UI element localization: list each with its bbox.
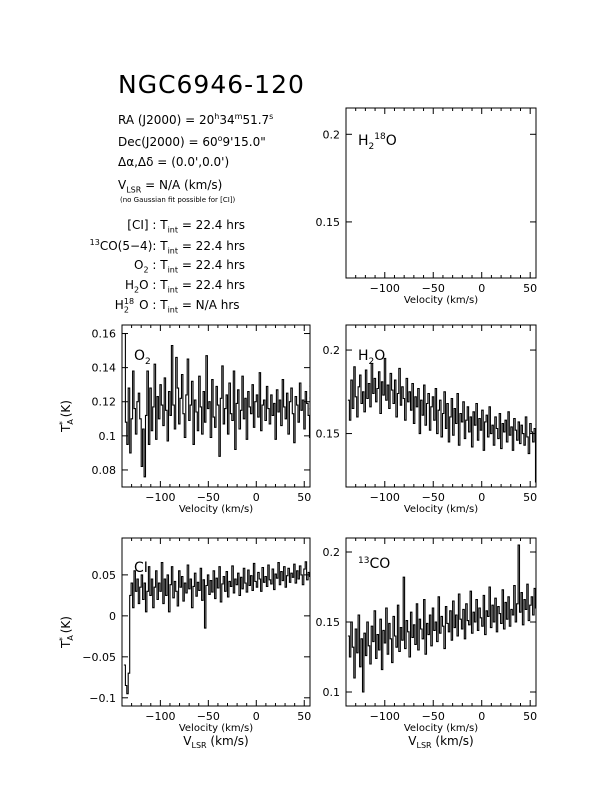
y-tick-label: −0.05: [82, 651, 116, 664]
integration-value: = 22.4 hrs: [178, 258, 246, 272]
plot-frame: [121, 537, 311, 707]
x-tick-label: −100: [370, 491, 400, 504]
x-axis-label: Velocity (km/s): [404, 723, 478, 734]
y-tick-label: 0.16: [92, 328, 117, 341]
plot-frame: [121, 324, 311, 488]
integration-line-label: [CI] : Tint: [127, 218, 178, 235]
x-axis-label: Velocity (km/s): [404, 504, 478, 515]
y-tick-label: 0.1: [323, 686, 341, 699]
x-tick-label: −100: [370, 710, 400, 723]
integration-value: = 22.4 hrs: [178, 218, 246, 232]
vlsr-label: VLSR: [118, 178, 142, 195]
integration-row: O2 : Tint = 22.4 hrs: [70, 258, 245, 275]
integration-row: [CI] : Tint = 22.4 hrs: [70, 218, 245, 235]
x-tick-label: 50: [297, 710, 311, 723]
x-tick-label: −50: [197, 710, 220, 723]
y-tick-label: 0.2: [323, 546, 341, 559]
x-axis-label-vlsr: VLSR (km/s): [183, 734, 248, 750]
panel-o2: −100 −50 0 50 0.08 0.1 0.12 0.14 0.16 Velocity (k…: [58, 324, 311, 515]
panel-h2o: −100 −50 0 50 0.15 0.2 Velocity (km/s) H2O: [316, 324, 537, 515]
x-tick-label: 50: [523, 282, 537, 295]
integration-line-label: O2 : Tint: [134, 258, 178, 275]
dec-value: 60o9'15.0": [202, 134, 266, 149]
x-tick-label: −100: [145, 491, 175, 504]
integration-line-label: 13CO(5−4): Tint: [89, 238, 178, 256]
x-tick-label: 0: [478, 710, 485, 723]
x-tick-label: −50: [422, 282, 445, 295]
x-tick-label: 0: [478, 282, 485, 295]
x-axis-label-vlsr: VLSR (km/s): [408, 734, 473, 750]
integration-row: H218 O : Tint = N/A hrs: [70, 297, 240, 315]
vlsr-value: = N/A (km/s): [145, 178, 223, 192]
page-title: NGC6946-120: [118, 70, 305, 99]
ra-value: 20h34m51.7s: [199, 112, 274, 127]
integration-value: = 22.4 hrs: [178, 278, 246, 292]
panel-h218o: −100 −50 0 50 0.15 0.2 Velocity (km/s) H218O: [316, 107, 537, 306]
plot-frame: [345, 107, 537, 279]
x-tick-label: −100: [370, 282, 400, 295]
panel-line-label: H218O: [358, 132, 397, 152]
y-tick-label: 0.05: [92, 569, 117, 582]
y-tick-label: 0.1: [99, 430, 117, 443]
fit-note: (no Gaussian fit possible for [CI]): [120, 196, 236, 204]
panel-line-label: O2: [134, 348, 151, 367]
y-tick-label: 0: [109, 610, 116, 623]
panel-ci: −100 −50 0 50 −0.1 −0.05 0 0.05 Velocity (km/s)V…: [58, 537, 311, 750]
integration-value: = N/A hrs: [178, 298, 240, 312]
panel-line-label: CI: [134, 560, 148, 576]
y-tick-label: −0.1: [89, 692, 116, 705]
y-tick-label: 0.2: [323, 344, 341, 357]
integration-value: = 22.4 hrs: [178, 239, 246, 253]
y-tick-label: 0.15: [316, 216, 341, 229]
y-tick-label: 0.15: [316, 428, 341, 441]
panel-line-label: H2O: [358, 348, 385, 367]
plot-frame: [345, 324, 537, 488]
y-tick-label: 0.08: [92, 464, 117, 477]
y-axis-label: TA* (K): [58, 400, 75, 433]
ra-label: RA (J2000) =: [118, 113, 196, 127]
y-axis-label: TA* (K): [58, 616, 75, 649]
x-tick-label: 0: [253, 710, 260, 723]
spectrum-line: [123, 561, 310, 695]
x-tick-label: 0: [253, 491, 260, 504]
ra-line: RA (J2000) = 20h34m51.7s: [118, 112, 273, 127]
x-tick-label: 0: [478, 491, 485, 504]
spectrum-line: [347, 357, 536, 483]
integration-row: 13CO(5−4): Tint = 22.4 hrs: [70, 238, 245, 256]
x-tick-label: −50: [422, 491, 445, 504]
y-tick-label: 0.12: [92, 396, 117, 409]
x-axis-label: Velocity (km/s): [404, 295, 478, 306]
vlsr-line: VLSR = N/A (km/s): [118, 178, 222, 194]
x-tick-label: −50: [197, 491, 220, 504]
panel-13co: −100 −50 0 50 0.1 0.15 0.2 Velocity (km/s)VLSR …: [316, 537, 537, 750]
spectrum-line: [347, 544, 536, 693]
offset-line: Δα,Δδ = (0.0',0.0'): [118, 155, 229, 169]
y-tick-label: 0.2: [323, 128, 341, 141]
offset-value: (0.0',0.0'): [171, 155, 230, 169]
x-axis-label: Velocity (km/s): [179, 504, 253, 515]
dec-label: Dec(J2000) =: [118, 135, 199, 149]
integration-line-label: H218 O : Tint: [114, 297, 178, 315]
x-axis-label: Velocity (km/s): [179, 723, 253, 734]
offset-label: Δα,Δδ =: [118, 155, 168, 169]
panel-line-label: 13CO: [358, 556, 390, 572]
y-tick-label: 0.15: [316, 616, 341, 629]
x-tick-label: 50: [523, 491, 537, 504]
dec-line: Dec(J2000) = 60o9'15.0": [118, 134, 266, 149]
x-tick-label: −50: [422, 710, 445, 723]
integration-line-label: H2O : Tint: [124, 278, 178, 295]
y-tick-label: 0.14: [92, 362, 117, 375]
spectrum-line: [123, 332, 310, 478]
x-tick-label: 50: [523, 710, 537, 723]
x-tick-label: −100: [145, 710, 175, 723]
integration-row: H2O : Tint = 22.4 hrs: [70, 278, 245, 295]
x-tick-label: 50: [297, 491, 311, 504]
